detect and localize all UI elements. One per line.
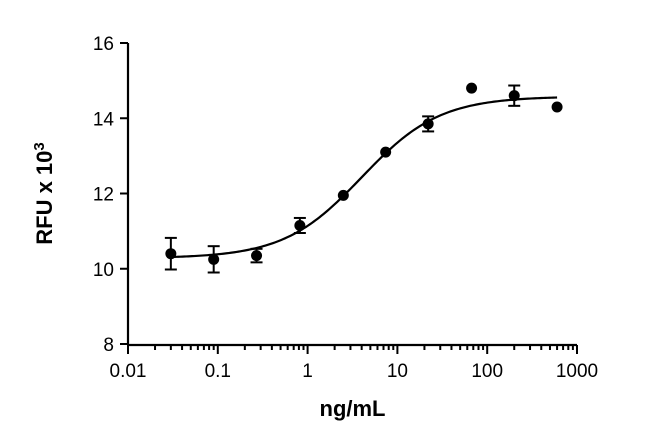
y-tick-label: 8 (103, 335, 114, 356)
data-point (380, 146, 392, 158)
x-tick-label: 0.01 (110, 361, 147, 382)
y-tick-label: 10 (93, 260, 114, 281)
data-point (551, 101, 563, 113)
x-tick-label: 1000 (556, 361, 598, 382)
data-point (337, 189, 349, 201)
y-axis-title-exponent: 3 (31, 142, 48, 150)
data-point (208, 253, 220, 265)
axes: 8 10 12 14 16 0.01 0.1 1 10 100 1000 (93, 34, 598, 382)
x-axis-title: ng/mL (320, 396, 386, 421)
y-tick-label: 16 (93, 34, 114, 55)
data-point (466, 82, 478, 94)
data-point (294, 219, 306, 231)
x-tick-label: 100 (471, 361, 503, 382)
y-axis-title-base: RFU x 10 (32, 151, 57, 245)
data-point (251, 250, 263, 262)
data-point (165, 248, 177, 260)
y-axis-title: RFU x 103 (31, 142, 58, 245)
x-tick-label: 10 (387, 361, 408, 382)
x-tick-label: 1 (302, 361, 313, 382)
data-point (422, 118, 434, 130)
points-layer (164, 82, 563, 274)
data-point (508, 90, 520, 102)
x-tick-label: 0.1 (205, 361, 231, 382)
fit-curve (170, 96, 558, 259)
y-tick-label: 12 (93, 185, 114, 206)
y-tick-label: 14 (93, 109, 115, 130)
fit-layer (170, 96, 558, 259)
